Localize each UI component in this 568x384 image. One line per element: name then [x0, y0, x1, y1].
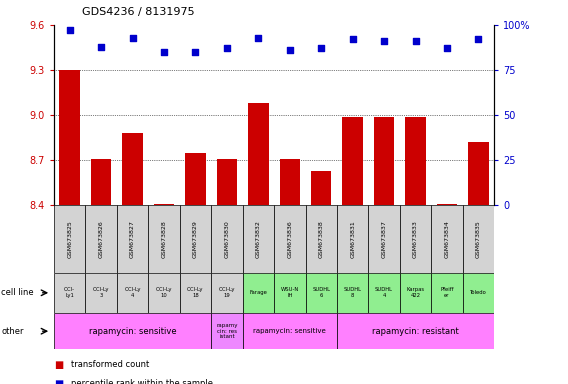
Bar	[148, 273, 179, 313]
Text: GSM673837: GSM673837	[382, 220, 387, 258]
Bar	[406, 117, 426, 205]
Text: transformed count: transformed count	[71, 360, 149, 369]
Text: GSM673832: GSM673832	[256, 220, 261, 258]
Text: GSM673831: GSM673831	[350, 220, 355, 258]
Bar	[117, 273, 148, 313]
Bar	[243, 273, 274, 313]
Point	[442, 45, 452, 51]
Bar	[54, 205, 85, 273]
Text: rapamycin: sensitive: rapamycin: sensitive	[89, 327, 177, 336]
Bar	[85, 205, 117, 273]
Text: WSU-N
IH: WSU-N IH	[281, 287, 299, 298]
Point	[411, 38, 420, 44]
Text: OCI-Ly
18: OCI-Ly 18	[187, 287, 204, 298]
Text: GSM673834: GSM673834	[445, 220, 449, 258]
Bar	[274, 205, 306, 273]
Point	[160, 49, 169, 55]
Bar	[306, 205, 337, 273]
Text: GSM673838: GSM673838	[319, 220, 324, 258]
Text: Pfeiff
er: Pfeiff er	[440, 287, 454, 298]
Point	[254, 35, 263, 41]
Bar	[369, 205, 400, 273]
Bar	[279, 159, 300, 205]
Bar	[306, 273, 337, 313]
Text: cell line: cell line	[1, 288, 34, 297]
Text: percentile rank within the sample: percentile rank within the sample	[71, 379, 213, 384]
Point	[65, 27, 74, 33]
Point	[474, 36, 483, 43]
Text: Toledo: Toledo	[470, 290, 487, 295]
Text: ■: ■	[54, 379, 63, 384]
Text: rapamycin: sensitive: rapamycin: sensitive	[253, 328, 326, 334]
Point	[285, 47, 294, 53]
Bar	[148, 205, 179, 273]
Text: rapamycin: resistant: rapamycin: resistant	[372, 327, 459, 336]
Bar	[179, 273, 211, 313]
Bar	[243, 313, 337, 349]
Bar	[369, 273, 400, 313]
Bar	[337, 205, 369, 273]
Text: OCI-Ly
10: OCI-Ly 10	[156, 287, 172, 298]
Text: OCI-
Ly1: OCI- Ly1	[64, 287, 75, 298]
Text: ■: ■	[54, 360, 63, 370]
Text: rapamy
cin: res
istant: rapamy cin: res istant	[216, 323, 237, 339]
Bar	[60, 70, 80, 205]
Point	[191, 49, 200, 55]
Text: SUDHL
6: SUDHL 6	[312, 287, 330, 298]
Bar	[211, 273, 243, 313]
Bar	[211, 205, 243, 273]
Bar	[400, 205, 431, 273]
Text: SUDHL
4: SUDHL 4	[375, 287, 393, 298]
Text: Farage: Farage	[249, 290, 268, 295]
Bar	[463, 273, 494, 313]
Bar	[400, 273, 431, 313]
Bar	[437, 204, 457, 205]
Bar	[185, 153, 206, 205]
Bar	[91, 159, 111, 205]
Text: OCI-Ly
4: OCI-Ly 4	[124, 287, 141, 298]
Text: GSM673830: GSM673830	[224, 220, 229, 258]
Bar	[431, 205, 463, 273]
Bar	[216, 159, 237, 205]
Bar	[85, 273, 117, 313]
Bar	[211, 313, 243, 349]
Point	[97, 43, 106, 50]
Text: GSM673825: GSM673825	[67, 220, 72, 258]
Point	[379, 38, 389, 44]
Text: OCI-Ly
3: OCI-Ly 3	[93, 287, 110, 298]
Bar	[54, 273, 85, 313]
Bar	[243, 205, 274, 273]
Bar	[468, 142, 488, 205]
Bar	[374, 117, 394, 205]
Bar	[54, 313, 211, 349]
Text: Karpas
422: Karpas 422	[407, 287, 425, 298]
Point	[128, 35, 137, 41]
Text: GSM673833: GSM673833	[413, 220, 418, 258]
Point	[317, 45, 326, 51]
Text: SUDHL
8: SUDHL 8	[344, 287, 362, 298]
Text: GDS4236 / 8131975: GDS4236 / 8131975	[82, 7, 195, 17]
Text: GSM673827: GSM673827	[130, 220, 135, 258]
Text: OCI-Ly
19: OCI-Ly 19	[219, 287, 235, 298]
Text: GSM673826: GSM673826	[99, 220, 103, 258]
Text: other: other	[1, 327, 24, 336]
Bar	[463, 205, 494, 273]
Bar	[248, 103, 269, 205]
Point	[222, 45, 231, 51]
Bar	[117, 205, 148, 273]
Bar	[337, 273, 369, 313]
Bar	[343, 117, 363, 205]
Point	[348, 36, 357, 43]
Bar	[337, 313, 494, 349]
Text: GSM673829: GSM673829	[193, 220, 198, 258]
Bar	[274, 273, 306, 313]
Bar	[122, 133, 143, 205]
Text: GSM673836: GSM673836	[287, 220, 293, 258]
Bar	[179, 205, 211, 273]
Bar	[431, 273, 463, 313]
Bar	[154, 204, 174, 205]
Bar	[311, 171, 332, 205]
Text: GSM673835: GSM673835	[476, 220, 481, 258]
Text: GSM673828: GSM673828	[161, 220, 166, 258]
